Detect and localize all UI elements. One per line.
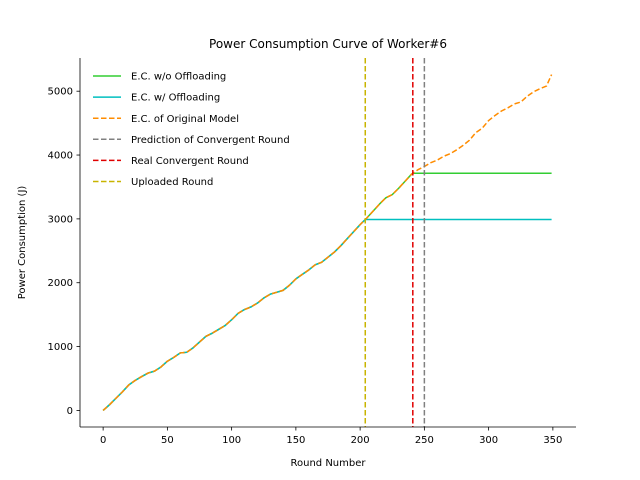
y-tick-label: 0	[67, 406, 73, 417]
chart-title: Power Consumption Curve of Worker#6	[209, 37, 447, 51]
x-axis-ticks: 0 50 100 150 200 250 300 350	[100, 427, 562, 446]
series-line-e-c-w-offloading	[102, 218, 552, 411]
series-line-e-c-w-o-offloading	[102, 172, 552, 411]
plot-area	[102, 58, 553, 427]
x-tick-label: 350	[543, 435, 562, 446]
legend-label-real-convergent-round: Real Convergent Round	[131, 156, 249, 167]
legend-label-e-c-of-original-model: E.C. of Original Model	[131, 114, 239, 125]
x-tick-label: 50	[161, 435, 174, 446]
y-tick-label: 1000	[48, 342, 73, 353]
legend-label-uploaded-round: Uploaded Round	[131, 177, 213, 188]
x-axis-label: Round Number	[291, 458, 367, 469]
y-axis-label: Power Consumption (J)	[17, 186, 28, 300]
axes	[79, 58, 576, 428]
y-axis-ticks: 0 1000 2000 3000 4000 5000	[48, 87, 80, 417]
x-tick-label: 250	[415, 435, 434, 446]
x-tick-label: 300	[479, 435, 498, 446]
y-tick-label: 4000	[48, 151, 73, 162]
legend-label-e-c-w-offloading: E.C. w/ Offloading	[131, 93, 220, 104]
x-tick-label: 150	[286, 435, 305, 446]
x-tick-label: 0	[100, 435, 106, 446]
legend-label-prediction-of-convergent-round: Prediction of Convergent Round	[131, 135, 290, 146]
x-tick-label: 200	[351, 435, 370, 446]
legend-label-e-c-w-o-offloading: E.C. w/o Offloading	[131, 72, 226, 83]
series-line-e-c-of-original-model	[102, 74, 553, 411]
legend: E.C. w/o Offloading E.C. w/ Offloading E.C…	[93, 72, 290, 188]
y-tick-label: 2000	[48, 278, 73, 289]
y-tick-label: 3000	[48, 214, 73, 225]
y-tick-label: 5000	[48, 87, 73, 98]
x-tick-label: 100	[222, 435, 241, 446]
